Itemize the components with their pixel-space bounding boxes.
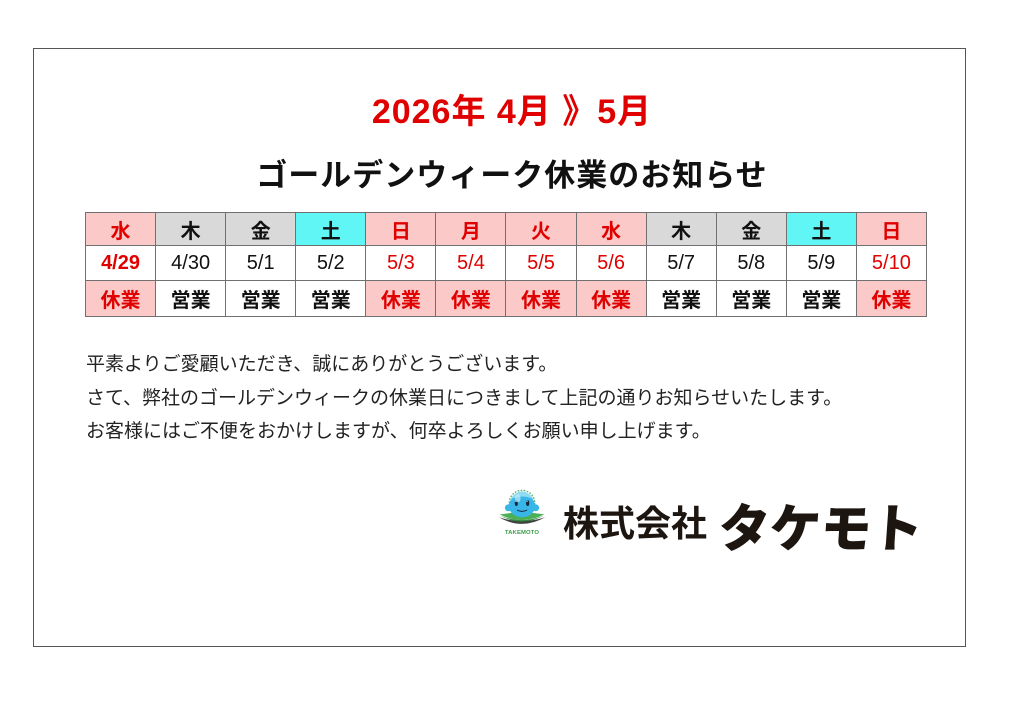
svg-text:TAKEMOTO: TAKEMOTO <box>505 530 540 536</box>
